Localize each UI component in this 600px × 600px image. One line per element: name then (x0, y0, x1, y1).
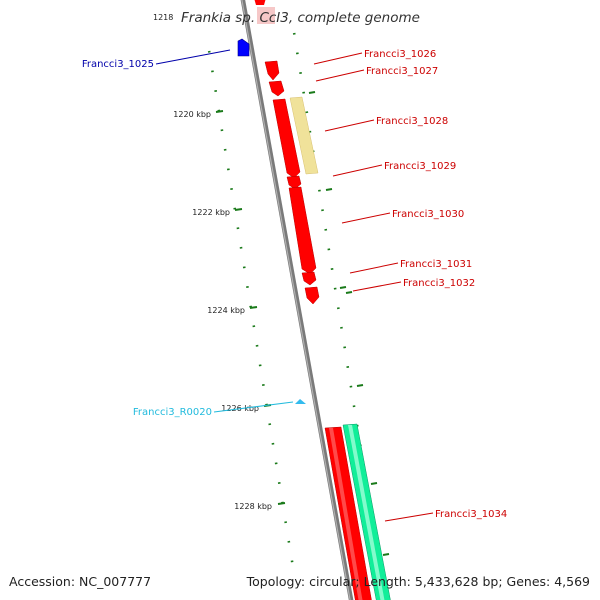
gene-francci3-1031[interactable] (301, 271, 317, 286)
label-leader-lines (155, 49, 434, 522)
label-francci3-1027[interactable]: Francci3_1027 (366, 66, 438, 77)
gene-francci3-1027[interactable] (268, 80, 285, 97)
gene-labels: Francci3_1025 Francci3_1026 Francci3_102… (82, 49, 507, 520)
label-francci3-1028[interactable]: Francci3_1028 (376, 116, 448, 127)
kbp-label-1228: 1228 kbp (234, 502, 272, 511)
gene-francci3-1030[interactable] (288, 186, 317, 275)
map-title: Frankia sp. CcI3, complete genome (181, 10, 420, 26)
topology-text: Topology: circular; Length: 5,433,628 bp… (246, 574, 590, 589)
kbp-label-1224: 1224 kbp (207, 306, 245, 315)
label-francci3-1034[interactable]: Francci3_1034 (435, 509, 507, 520)
scale-tick-major (356, 384, 364, 387)
kbp-label-1222: 1222 kbp (192, 208, 230, 217)
label-francci3-1025[interactable]: Francci3_1025 (82, 59, 154, 70)
gene-francci3-1028[interactable] (272, 98, 301, 179)
scale-tick-major (382, 553, 390, 556)
gene-francci3-1029[interactable] (286, 175, 302, 190)
label-francci3-1029[interactable]: Francci3_1029 (384, 161, 456, 172)
kbp-label-1220: 1220 kbp (173, 110, 211, 119)
gene-francci3-1032[interactable] (304, 286, 320, 305)
title-highlight (257, 7, 275, 24)
scale-tick-major (308, 91, 316, 94)
gene-francci3-1026[interactable] (264, 60, 280, 81)
gene-francci3-r0020[interactable] (295, 399, 306, 404)
gene-top-partial[interactable] (254, 0, 266, 5)
ruler-top-label: 1218 (153, 13, 173, 22)
scale-tick-major (339, 286, 347, 289)
gene-francci3-1034-highlight (329, 428, 363, 600)
accession-text: Accession: NC_007777 (9, 574, 152, 589)
features (237, 0, 391, 600)
label-francci3-1026[interactable]: Francci3_1026 (364, 49, 436, 60)
scale-tick-major (370, 482, 378, 485)
gene-francci3-1025[interactable] (237, 38, 250, 57)
backbone (240, 0, 354, 600)
label-francci3-1031[interactable]: Francci3_1031 (400, 259, 472, 270)
label-francci3-r0020[interactable]: Francci3_R0020 (133, 407, 212, 418)
label-francci3-1032[interactable]: Francci3_1032 (403, 278, 475, 289)
feature-green-band-highlight (348, 425, 385, 600)
scale-tick-major (345, 291, 353, 294)
label-francci3-1030[interactable]: Francci3_1030 (392, 209, 464, 220)
feature-pale-band[interactable] (289, 96, 319, 175)
scale-tick-major (325, 188, 333, 191)
